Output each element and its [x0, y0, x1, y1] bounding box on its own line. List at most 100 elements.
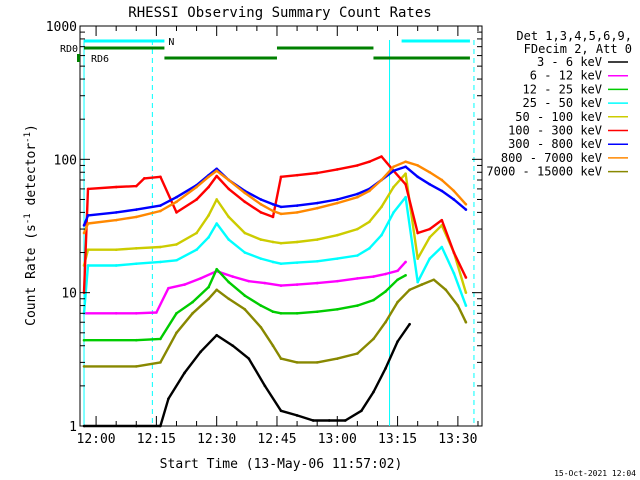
data-point	[271, 344, 275, 348]
data-point	[86, 222, 90, 225]
series-5	[82, 155, 468, 294]
data-point	[243, 231, 247, 235]
data-point	[416, 164, 419, 167]
data-point	[279, 262, 283, 265]
plot-frame	[79, 25, 483, 427]
data-point	[199, 277, 202, 280]
data-point	[247, 357, 251, 360]
data-point	[295, 312, 299, 315]
y-tick-label: 10	[61, 287, 77, 302]
data-point	[335, 201, 339, 205]
data-point	[335, 168, 339, 171]
data-point	[372, 337, 375, 341]
data-point	[404, 195, 407, 199]
data-point	[356, 227, 359, 231]
data-point	[231, 344, 235, 348]
data-point	[404, 172, 407, 176]
data-point	[392, 169, 395, 173]
data-point	[159, 245, 162, 249]
data-point	[243, 294, 247, 297]
data-point	[432, 278, 436, 282]
data-point	[159, 175, 162, 179]
data-point	[392, 211, 395, 214]
series-line	[84, 278, 467, 368]
legend-label: 100 - 300 keV	[508, 124, 602, 138]
data-point	[134, 312, 138, 315]
data-point	[183, 283, 186, 286]
data-point	[143, 177, 146, 180]
data-point	[392, 185, 395, 189]
data-point	[195, 198, 198, 201]
data-point	[416, 280, 419, 284]
data-point	[263, 281, 267, 285]
data-point	[408, 322, 411, 326]
data-point	[215, 174, 218, 178]
data-point	[416, 231, 419, 235]
data-point	[404, 182, 407, 186]
data-point	[227, 187, 231, 191]
data-point	[279, 284, 283, 287]
data-point	[404, 160, 407, 163]
data-point	[416, 175, 419, 179]
data-point	[335, 308, 339, 311]
data-point	[420, 283, 424, 286]
data-point	[134, 338, 138, 342]
series-2	[82, 267, 407, 342]
data-point	[259, 198, 263, 201]
data-point	[227, 297, 231, 301]
data-point	[227, 280, 231, 284]
state-bar-label: RD6	[91, 54, 109, 65]
data-point	[159, 204, 162, 207]
data-point	[335, 357, 339, 360]
data-point	[159, 361, 162, 364]
data-point	[368, 160, 371, 163]
data-point	[396, 269, 399, 273]
data-point	[464, 304, 468, 307]
data-point	[404, 260, 407, 264]
data-point	[227, 215, 231, 219]
data-point	[195, 231, 198, 235]
y-axis-label-part1: Count Rate (s	[24, 224, 39, 326]
data-point	[279, 357, 283, 360]
data-point	[279, 312, 283, 315]
data-point	[404, 273, 407, 277]
data-point	[243, 191, 247, 195]
data-point	[114, 264, 118, 267]
data-point	[175, 312, 178, 315]
x-tick-label: 12:45	[257, 432, 296, 447]
data-point	[315, 361, 319, 364]
data-point	[134, 365, 138, 368]
data-point	[380, 155, 383, 158]
data-point	[335, 279, 339, 283]
data-point	[159, 260, 162, 264]
data-point	[167, 286, 170, 290]
data-point	[82, 224, 86, 227]
legend-label: 3 - 6 keV	[537, 55, 602, 69]
data-point	[360, 409, 363, 413]
data-point	[279, 175, 283, 179]
data-point	[372, 298, 375, 302]
data-point	[175, 243, 178, 246]
data-point	[114, 185, 118, 189]
data-point	[243, 200, 247, 204]
timestamp: 15-Oct-2021 12:04	[554, 469, 636, 478]
data-point	[416, 257, 419, 260]
data-point	[279, 241, 283, 245]
series-layer	[82, 155, 468, 428]
x-tick-label: 12:15	[137, 432, 176, 447]
data-point	[207, 236, 210, 239]
data-point	[311, 419, 315, 422]
data-point	[114, 312, 118, 315]
data-point	[428, 170, 432, 174]
state-bar-label: RD0	[60, 44, 78, 55]
data-point	[243, 308, 247, 311]
data-point	[134, 262, 138, 265]
data-point	[295, 261, 299, 264]
data-point	[356, 192, 359, 196]
series-line	[84, 261, 407, 315]
data-point	[114, 211, 118, 214]
data-point	[315, 259, 319, 263]
data-point	[227, 178, 231, 182]
rd6-marker	[77, 54, 80, 62]
data-point	[295, 211, 299, 214]
